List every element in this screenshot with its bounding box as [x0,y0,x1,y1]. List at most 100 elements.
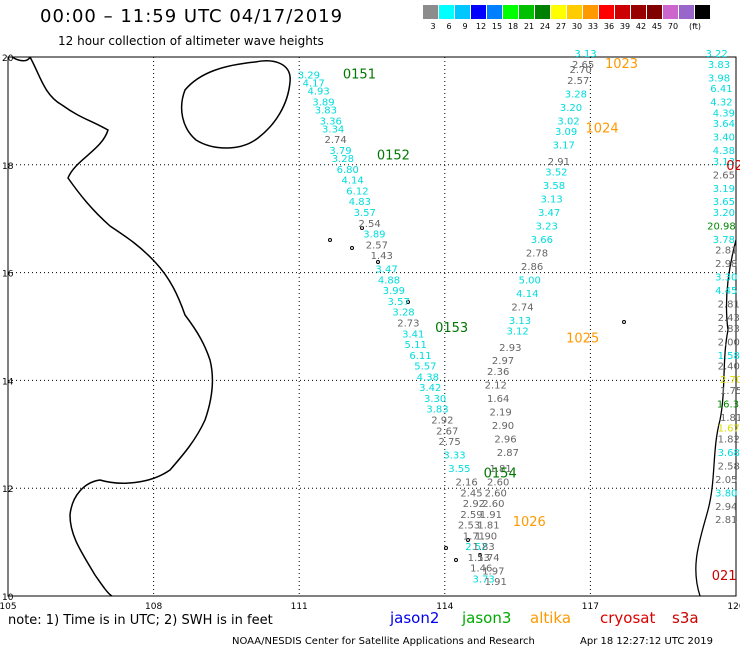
swh-value: 2.19 [489,407,511,418]
swh-value: 2.78 [526,248,548,259]
swh-value: 2.91 [548,157,570,168]
swh-value: 3.33 [443,451,465,462]
swh-value: 3.98 [708,73,730,84]
scale-swatch [695,5,711,19]
swh-value: 3.55 [448,464,470,475]
swh-value: 2.65 [713,170,735,181]
legend-item-altika: altika [530,609,572,627]
swh-value: 4.14 [341,176,363,187]
scale-swatch [519,5,535,19]
scale-unit: (ft) [688,22,702,31]
pass-label: 1025 [566,332,599,347]
swh-value: 1.46 [470,564,492,575]
swh-value: 3.83 [315,106,337,117]
swh-value: 1.64 [487,394,509,405]
lat-tick-label: 10 [2,593,14,603]
scale-label: 42 [635,22,647,31]
swh-value: 1.71 [463,531,485,542]
swh-value: 1.43 [371,251,393,262]
swh-value: 1.91 [485,577,507,588]
small-island [350,246,354,250]
lon-tick-label: 105 [0,602,17,612]
scale-swatch [647,5,663,19]
scale-swatch [423,5,439,19]
lat-tick-label: 12 [2,485,13,495]
swh-value: 2.57 [366,240,388,251]
swh-value: 4.14 [516,289,538,300]
scale-swatch [487,5,503,19]
swh-value: 2.67 [436,426,458,437]
legend-item-jason2: jason2 [390,609,440,627]
swh-value: 2.87 [497,448,519,459]
scale-swatch [663,5,679,19]
swh-value: 20.98 [707,221,736,232]
swh-value: 5.00 [519,275,541,286]
swh-value: 2.86 [521,262,543,273]
lon-tick-label: 120 [727,602,740,612]
swh-value: 2.81 [715,246,737,257]
swh-value: 3.66 [531,235,553,246]
swh-value: 2.94 [715,502,737,513]
swh-value: 3.23 [536,221,558,232]
swh-value: 4.93 [307,87,329,98]
swh-value: 2.05 [715,475,737,486]
pass-label: 0151 [343,68,376,83]
swh-value: 2.65 [572,60,594,71]
swh-value: 1.53 [468,553,490,564]
swh-value: 2.16 [456,478,478,489]
legend-item-cryosat: cryosat [600,609,656,627]
swh-value: 3.20 [560,103,582,114]
swh-value: 2.83 [718,324,740,335]
swh-value: 4.38 [417,372,439,383]
swh-value: 4.17 [303,79,325,90]
pass-label: 1026 [513,515,546,530]
lon-tick-label: 117 [582,602,599,612]
swh-value: 3.02 [557,116,579,127]
small-island [328,238,332,242]
swh-value: 1.90 [475,531,497,542]
swh-value: 6.41 [710,84,732,95]
pass-label: 021 [712,569,737,584]
swh-value: 1.74 [477,553,499,564]
swh-value: 2.52 [465,542,487,553]
swh-value: 3.22 [705,49,727,60]
scale-swatch [679,5,695,19]
swh-value: 3.79 [329,146,351,157]
swh-value: 3.99 [383,286,405,297]
swh-value: 3.47 [375,265,397,276]
scale-label: 12 [475,22,487,31]
swh-value: 3.19 [713,184,735,195]
swh-value: 4.83 [349,197,371,208]
scale-label: 15 [491,22,503,31]
swh-value: 1.58 [718,351,740,362]
swh-value: 2.70 [570,65,592,76]
swh-value: 2.92 [431,416,453,427]
swh-value: 2.60 [485,488,507,499]
lat-tick-label: 18 [2,162,14,172]
legend-item-s3a: s3a [672,609,699,627]
small-island [444,546,448,550]
swh-value: 2.00 [718,337,740,348]
swh-value: 1.81 [720,413,740,424]
swh-value: 4.39 [713,108,735,119]
swh-value: 3.73 [472,575,494,586]
scale-label: 21 [523,22,535,31]
swh-value: 6.80 [337,165,359,176]
swh-value: 2.60 [482,499,504,510]
swh-value: 2.45 [460,488,482,499]
swh-value: 3.47 [538,208,560,219]
swh-value: 3.78 [713,235,735,246]
swh-value: 1.81 [477,521,499,532]
swh-value: 2.58 [718,461,740,472]
swh-value: 3.20 [713,208,735,219]
lon-tick-label: 114 [436,602,453,612]
swh-value: 3.42 [419,383,441,394]
swh-value: 6.12 [346,186,368,197]
swh-value: 2.59 [460,510,482,521]
credit-timestamp: Apr 18 12:27:12 UTC 2019 [580,636,713,647]
swh-value: 3.36 [320,116,342,127]
credit-line: NOAA/NESDIS Center for Satellite Applica… [232,636,535,647]
swh-value: 3.89 [312,98,334,109]
swh-value: 3.68 [718,448,740,459]
swh-value: 3.13 [713,157,735,168]
